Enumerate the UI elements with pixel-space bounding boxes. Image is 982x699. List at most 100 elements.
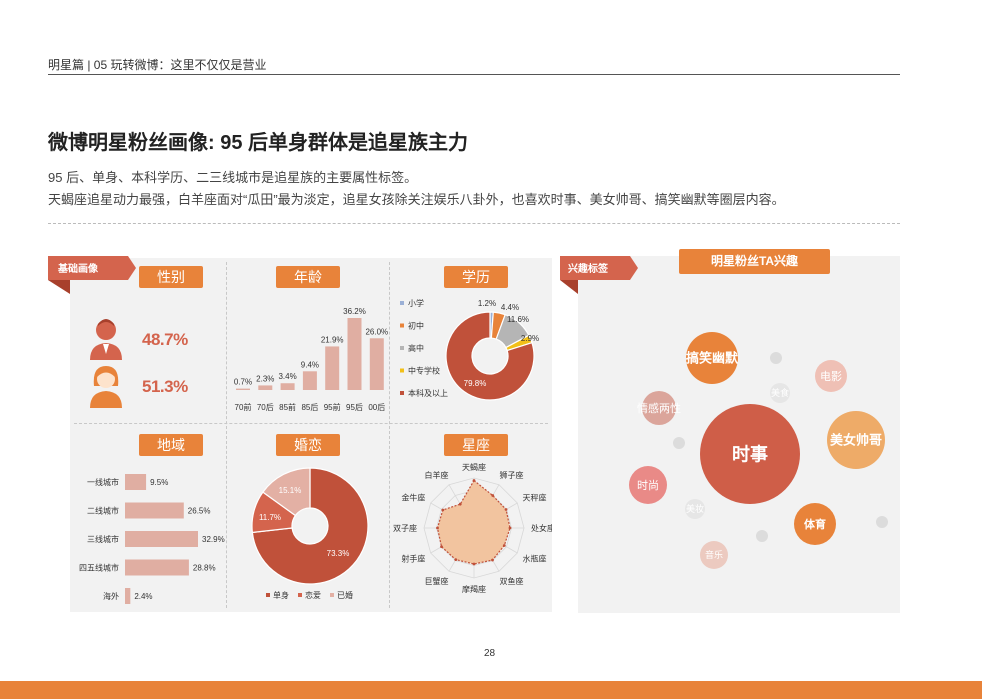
zodiac-data-point [436,526,439,530]
zodiac-axis-label: 水瓶座 [523,554,547,564]
education-legend-swatch [400,346,404,350]
interest-bubble [642,391,676,425]
interest-ribbon-label: 兴趣标签 [568,262,609,275]
age-category-label: 95前 [324,402,341,412]
interest-bubble [770,352,782,364]
marital-value-label: 15.1% [279,486,302,495]
education-value-label: 79.8% [464,379,487,388]
education-legend-label: 本科及以上 [408,388,448,398]
age-bar [347,318,362,390]
tag-marital: 婚恋 [276,434,340,456]
age-category-label: 85后 [301,402,318,412]
education-value-label: 11.6% [507,315,529,324]
marital-legend-swatch [266,593,270,597]
marital-legend-swatch [330,593,334,597]
interest-bubble-label: 情感两性 [637,401,681,415]
interest-bubble-label: 时事 [732,443,768,464]
interest-bubble-label: 搞笑幽默 [686,351,739,366]
marital-slice [262,467,311,517]
region-category-label: 三线城市 [87,534,119,544]
interest-bubble-label: 美女帅哥 [830,433,882,448]
grid-divider-h [74,423,548,424]
tag-education: 学历 [444,266,508,288]
interest-bubble-label: 时尚 [637,478,659,492]
subtitle-line-2: 天蝎座追星动力最强，白羊座面对“瓜田”最为淡定，追星女孩除关注娱乐八卦外，也喜欢… [48,192,785,207]
interest-title: 明星粉丝TA兴趣 [679,249,830,274]
zodiac-data-point [440,545,443,549]
zodiac-data-point [504,508,508,511]
region-value-label: 9.5% [150,478,168,487]
grid-divider-v2 [389,262,390,608]
education-legend-swatch [400,323,404,328]
marital-legend-label: 单身 [273,590,289,600]
zodiac-axis-label: 双鱼座 [500,576,524,586]
education-legend-label: 高中 [408,343,424,353]
marital-slice [251,467,369,585]
interest-bubble [629,466,667,504]
zodiac-axis-label: 双子座 [393,523,417,533]
age-value-label: 3.4% [278,372,296,381]
age-bar [325,346,340,390]
page-title: 微博明星粉丝画像: 95 后单身群体是追星族主力 [48,132,469,154]
grid-divider-v1 [226,262,227,608]
age-category-label: 85前 [279,402,296,412]
age-value-label: 0.7% [234,378,252,387]
region-value-label: 2.4% [134,592,152,601]
education-value-label: 1.2% [478,299,496,308]
region-bar [125,588,131,604]
zodiac-axis-label: 白羊座 [425,470,449,480]
interest-bubble [827,411,885,469]
education-legend-label: 中专学校 [408,366,440,376]
region-value-label: 26.5% [188,507,211,516]
interest-bubble [756,530,768,542]
interest-bubble [876,516,888,528]
age-category-label: 70后 [257,402,274,412]
interest-bubble [700,404,800,504]
zodiac-axis-label: 狮子座 [500,470,524,480]
region-category-label: 二线城市 [87,506,119,516]
interest-bubble [794,503,836,545]
basic-profile-ribbon-label: 基础画像 [57,262,99,275]
region-value-label: 32.9% [202,535,225,544]
subtitle-line-1: 95 后、单身、本科学历、二三线城市是追星族的主要属性标签。 [48,170,418,185]
region-category-label: 一线城市 [87,477,119,487]
age-value-label: 26.0% [365,327,388,336]
region-category-label: 海外 [103,591,119,601]
region-bar-chart: 一线城市 9.5% 二线城市 26.5% 三线城市 32.9% 四五线城市 28.8% 海外 2.… [79,474,225,604]
interest-bubble-label: 音乐 [705,549,723,560]
female-percent: 51.3% [142,377,188,396]
interest-bubble-label: 体育 [804,517,826,531]
age-value-label: 9.4% [301,360,319,369]
zodiac-axis-label: 摩羯座 [462,584,486,594]
region-category-label: 四五线城市 [79,563,119,573]
age-bar [236,388,250,390]
marital-value-label: 73.3% [327,549,350,558]
marital-donut-chart: 73.3% 11.7% 15.1% 单身 恋爱 已婚 [251,467,369,600]
zodiac-data-point [454,558,458,562]
education-legend-swatch [400,368,404,373]
male-percent: 48.7% [142,330,188,349]
age-category-label: 00后 [368,402,385,412]
interest-bubble [673,437,685,449]
header-divider [48,74,900,75]
interest-bubble-label: 电影 [820,370,842,383]
zodiac-axis-label: 金牛座 [401,493,425,503]
zodiac-data-point [458,502,462,506]
marital-value-label: 11.7% [259,513,281,522]
age-bar [369,338,384,390]
zodiac-data-point [491,558,494,562]
zodiac-axis-label: 天蝎座 [462,462,486,472]
education-slice [445,311,535,401]
interest-ribbon: 兴趣标签 [560,256,638,294]
age-bar [302,371,317,390]
interest-bubble [815,360,847,392]
age-value-label: 2.3% [256,374,274,383]
age-bar [280,383,295,390]
interest-bubble [700,541,728,569]
zodiac-data-point [472,562,476,566]
dashed-divider [48,223,900,224]
footer-bar [0,681,982,699]
age-value-label: 36.2% [343,307,366,316]
